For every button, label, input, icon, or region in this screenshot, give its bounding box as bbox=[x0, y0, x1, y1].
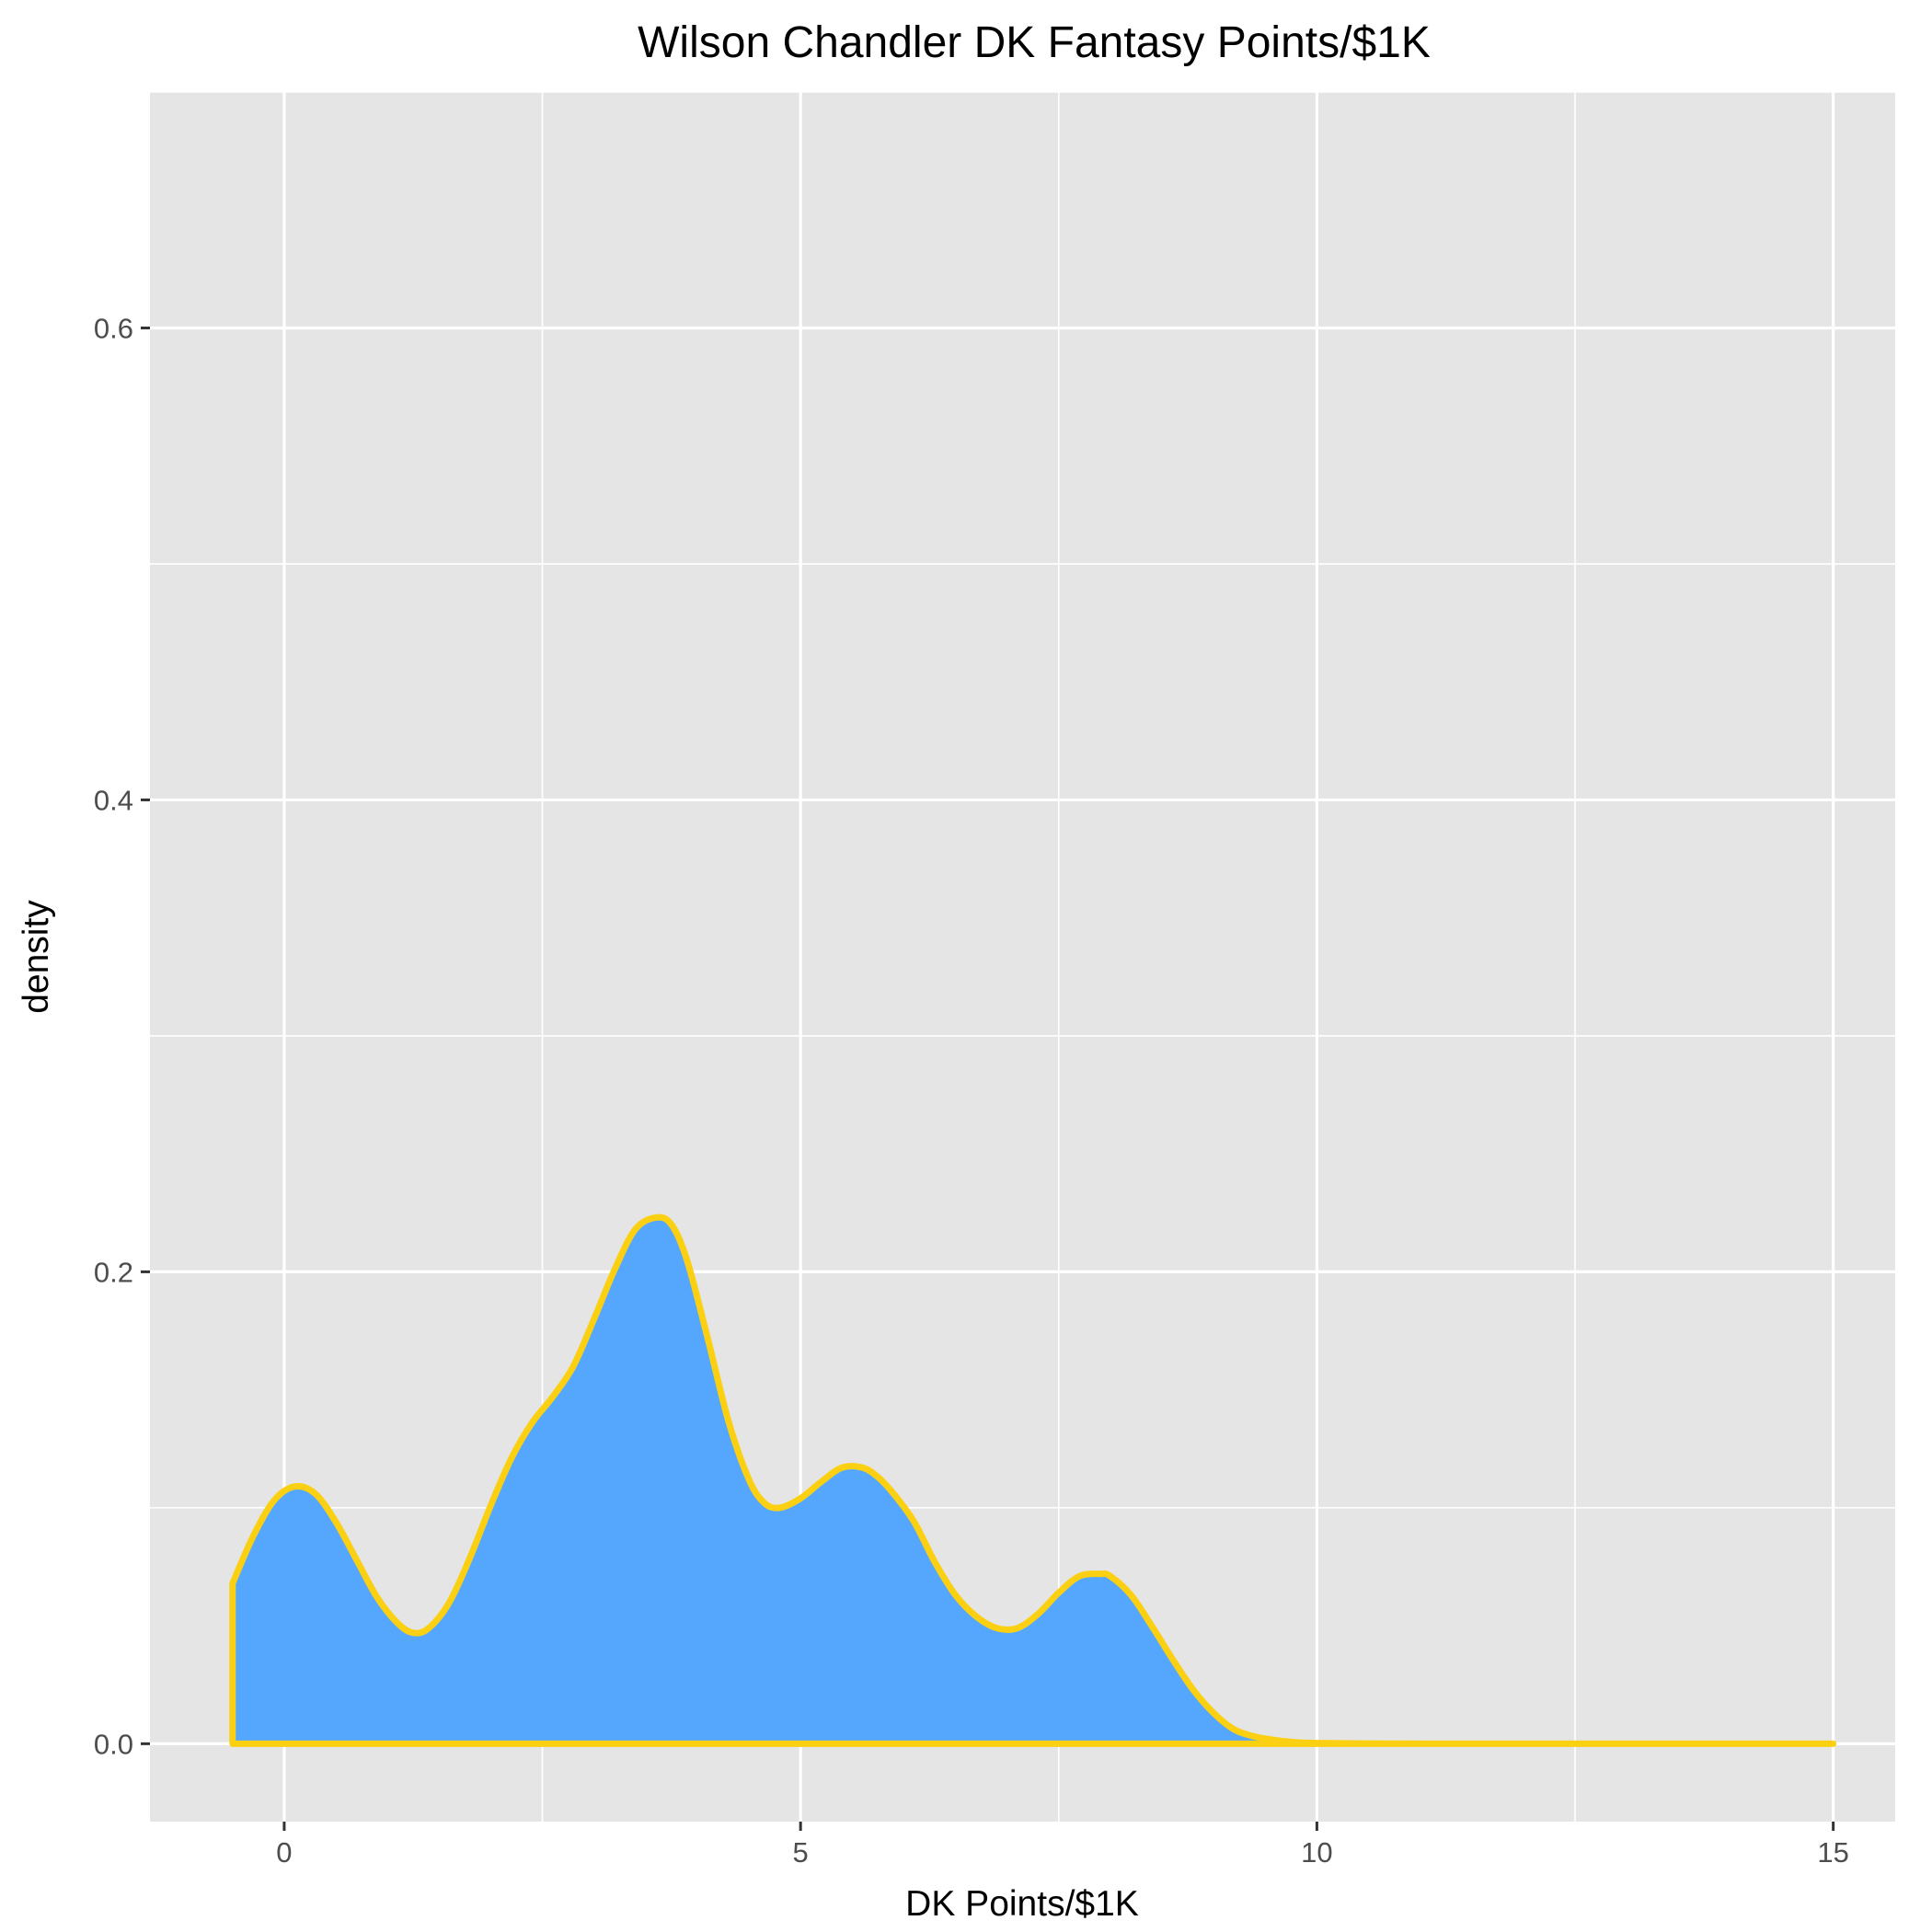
density-outline bbox=[229, 1213, 1837, 1747]
minor-gridlines bbox=[150, 91, 1895, 1822]
y-tick-label: 0.2 bbox=[94, 1256, 133, 1288]
chart-title: Wilson Chandler DK Fantasy Points/$1K bbox=[638, 18, 1431, 67]
y-tick-label: 0.0 bbox=[94, 1728, 133, 1760]
y-tick-label: 0.6 bbox=[94, 312, 133, 344]
x-axis-title: DK Points/$1K bbox=[905, 1884, 1139, 1924]
x-tick-label: 10 bbox=[1301, 1836, 1332, 1869]
x-tick-label: 0 bbox=[276, 1836, 292, 1869]
plot-panel bbox=[150, 92, 1895, 1822]
x-tick-label: 15 bbox=[1817, 1836, 1848, 1869]
density-layer bbox=[229, 1213, 1837, 1747]
density-area bbox=[232, 1217, 1834, 1744]
x-axis: 0 5 10 15 bbox=[276, 1822, 1849, 1869]
x-tick-label: 5 bbox=[793, 1836, 809, 1869]
y-tick-label: 0.4 bbox=[94, 784, 133, 816]
y-axis: 0.0 0.2 0.4 0.6 bbox=[94, 312, 150, 1760]
y-axis-title: density bbox=[17, 900, 56, 1014]
